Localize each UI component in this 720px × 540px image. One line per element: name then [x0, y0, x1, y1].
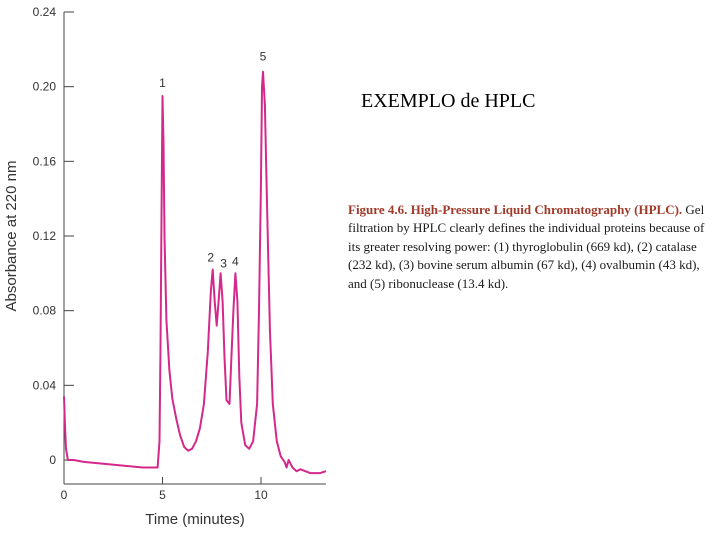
y-tick-label: 0.16	[33, 154, 57, 168]
y-tick-label: 0.20	[33, 80, 57, 94]
x-tick-label: 5	[159, 488, 166, 502]
y-tick-label: 0.12	[33, 229, 57, 243]
peak-label: 4	[232, 254, 239, 268]
slide-title: EXEMPLO de HPLC	[361, 90, 536, 112]
chart-ticks	[63, 11, 262, 484]
peak-label: 5	[260, 50, 267, 64]
chromatogram-trace	[63, 70, 327, 475]
y-tick-label: 0.24	[33, 5, 57, 19]
y-tick-label: 0	[49, 453, 56, 467]
peak-label: 2	[207, 251, 214, 265]
chart-tick-labels: 0 0.04 0.08 0.12 0.16 0.20 0.24 0 5 10	[33, 5, 268, 502]
y-axis-label: Absorbance at 220 nm	[3, 161, 20, 312]
figure-caption: Figure 4.6. High-Pressure Liquid Chromat…	[348, 201, 714, 293]
peak-labels: 1 2 3 4 5	[159, 50, 266, 271]
peak-label: 1	[159, 76, 166, 90]
x-tick-label: 10	[254, 488, 268, 502]
x-axis-label: Time (minutes)	[145, 511, 244, 528]
series-line	[63, 70, 327, 475]
caption-body: Gel filtration by HPLC clearly defines t…	[348, 202, 705, 291]
hplc-chart: 0 0.04 0.08 0.12 0.16 0.20 0.24 0 5 10 1 2 3 4 5 Time…	[3, 5, 327, 528]
peak-label: 3	[220, 256, 227, 270]
y-tick-label: 0.04	[33, 378, 57, 392]
x-tick-label: 0	[61, 488, 68, 502]
y-tick-label: 0.08	[33, 304, 57, 318]
chart-axes	[63, 12, 326, 485]
caption-heading: Figure 4.6. High-Pressure Liquid Chromat…	[348, 202, 683, 217]
